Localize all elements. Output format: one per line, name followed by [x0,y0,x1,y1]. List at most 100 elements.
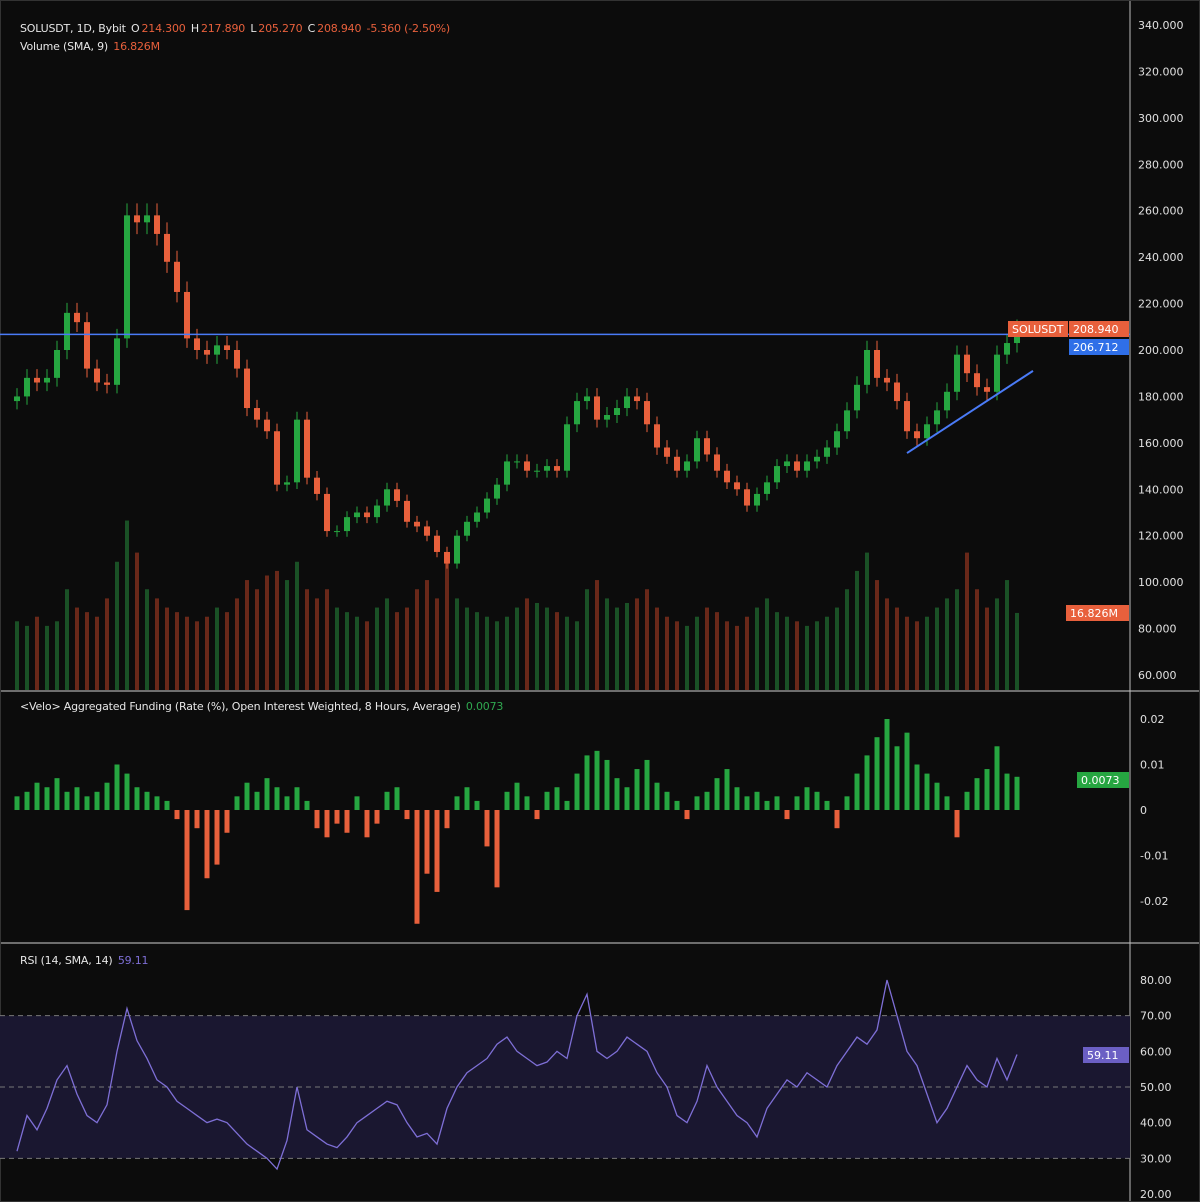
funding-bar [794,796,800,810]
funding-bar [744,796,750,810]
candle-body [494,484,500,499]
rsi-legend: RSI (14, SMA, 14) 59.11 [20,954,150,967]
rsi-axis-label: 60.00 [1140,1045,1172,1058]
last-price-tag: 208.940 [1073,323,1119,336]
price-axis-label: 260.000 [1138,205,1184,218]
candle-body [554,466,560,471]
funding-bar [494,810,500,888]
funding-bar [544,791,550,810]
funding-bar [374,810,380,824]
funding-bar [534,810,540,820]
candle-body [674,456,680,471]
funding-bar [354,796,360,810]
volume-bar [965,552,969,690]
funding-bar [834,810,840,829]
candle-body [544,466,550,471]
funding-bar [174,810,180,820]
funding-bar [524,796,530,810]
volume-bar [45,625,49,690]
volume-bar [495,621,499,690]
volume-bar [325,589,329,690]
funding-bar [54,778,60,810]
price-axis-label: 340.000 [1138,19,1184,32]
volume-bar [405,607,409,690]
candle-body [884,377,890,383]
rsi-axis-label: 40.00 [1140,1117,1172,1130]
candle-body [744,489,750,506]
funding-bar [724,769,730,810]
candle-body [74,312,80,323]
candle-body [534,470,540,472]
high-label: H [190,22,199,35]
funding-bar [474,800,480,810]
candle-body [864,350,870,385]
volume-bar [875,580,879,690]
candle-body [874,350,880,378]
candle-body [204,350,210,355]
candle-body [304,419,310,478]
funding-bar [974,778,980,810]
volume-bar [15,621,19,690]
funding-bar [114,764,120,810]
funding-bar [324,810,330,838]
volume-bar [755,607,759,690]
funding-bar [484,810,490,847]
candle-body [344,517,350,532]
volume-bar [815,621,819,690]
volume-bar [945,598,949,690]
funding-bar [24,791,30,810]
funding-axis-label: 0.01 [1140,759,1165,772]
rsi-line [16,979,1018,1171]
candle-body [84,322,90,369]
candle-body [794,461,800,471]
volume-bar [145,589,149,690]
funding-bar [1004,773,1010,810]
funding-bar [14,796,20,810]
volume-bar [305,589,309,690]
high-value: 217.890 [200,22,246,35]
volume-bar [475,612,479,690]
funding-bar [784,810,790,820]
rsi-tag: 59.11 [1087,1049,1119,1062]
volume-bar [115,561,119,690]
rsi-axis-label: 30.00 [1140,1152,1172,1165]
candle-body [184,291,190,339]
candle-body [904,401,910,432]
volume-bar [535,602,539,690]
hline-price-tag-bg [1069,339,1129,355]
funding-bar [264,778,270,810]
funding-bar [214,810,220,865]
volume-bar [1005,580,1009,690]
funding-bar [384,791,390,810]
funding-bar [914,764,920,810]
volume-bar [415,589,419,690]
price-axis-label: 320.000 [1138,65,1184,78]
volume-bar [65,589,69,690]
price-axis-label: 100.000 [1138,576,1184,589]
funding-bar [874,737,880,810]
volume-bar [165,607,169,690]
funding-bar [954,810,960,838]
volume-bar [155,598,159,690]
volume-bar [375,607,379,690]
funding-bar [394,787,400,810]
funding-bar [594,750,600,810]
funding-bar [924,773,930,810]
funding-tag: 0.0073 [1081,774,1120,787]
volume-bar [25,625,29,690]
candle-body [754,493,760,506]
funding-bar [734,787,740,810]
rsi-axis-label: 70.00 [1140,1010,1172,1023]
candle-body [414,521,420,527]
candle-body [314,477,320,494]
funding-bar [884,719,890,810]
candle-body [324,493,330,532]
volume-bar [135,552,139,690]
candle-body [294,419,300,483]
funding-bar [894,746,900,810]
candle-body [174,261,180,292]
volume-bar [645,589,649,690]
candle-body [154,215,160,234]
